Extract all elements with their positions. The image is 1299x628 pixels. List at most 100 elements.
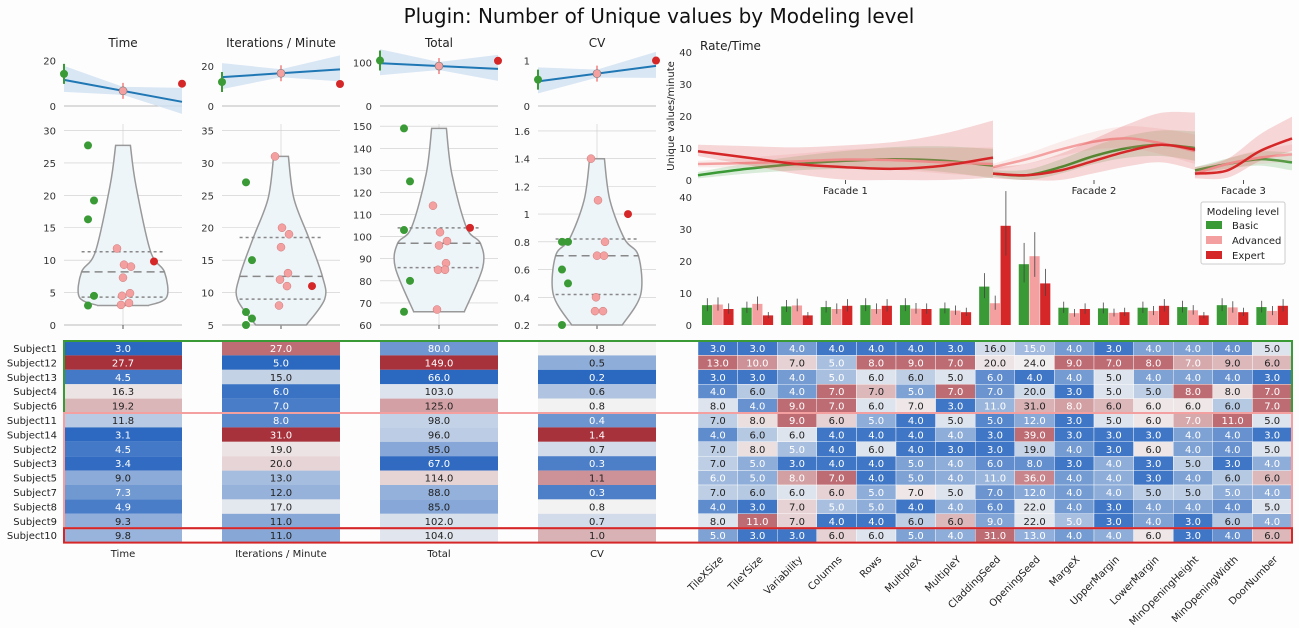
bar-basic	[899, 305, 911, 325]
param-cell-value: 5.0	[1145, 488, 1161, 499]
param-cell-value: 19.0	[1023, 445, 1045, 456]
tick-label: 30	[43, 126, 56, 137]
param-cell-value: 7.0	[710, 416, 726, 427]
heat-cell	[222, 355, 340, 370]
point-basic	[564, 279, 572, 288]
legend-label: Basic	[1232, 221, 1258, 232]
heat-cell	[380, 441, 498, 457]
heat-cell	[380, 413, 498, 428]
param-cell-value: 3.0	[947, 344, 963, 355]
tick-label: 70	[359, 299, 372, 310]
heat-cell	[64, 470, 182, 485]
point-advanced	[442, 236, 452, 246]
line-basic	[697, 157, 994, 177]
subject-label: Subject9	[13, 517, 57, 528]
tick-label: 150	[353, 122, 372, 133]
param-cell-value: 5.0	[1264, 445, 1280, 456]
param-cell-value: 4.0	[710, 502, 726, 513]
tick-label: 110	[353, 211, 372, 222]
heat-cell-value: 0.8	[589, 502, 605, 513]
tick-label: 35	[201, 126, 214, 137]
param-cell-value: 6.0	[789, 488, 805, 499]
bar-basic	[1177, 307, 1188, 325]
heat-cell	[380, 485, 498, 500]
column-label: Total	[426, 549, 450, 560]
heat-cell-value: 104.0	[425, 531, 454, 542]
bar-tick-label: 40	[679, 193, 692, 204]
heat-cell-value: 85.0	[428, 502, 450, 513]
subject-label: Subject1	[13, 344, 57, 355]
mean-point-expert	[336, 80, 344, 88]
heat-cell-value: 0.7	[589, 517, 605, 528]
param-cell-value: 7.0	[789, 502, 805, 513]
point-expert	[150, 257, 158, 266]
param-cell-value: 7.0	[1264, 387, 1280, 398]
param-cell-value: 3.0	[987, 430, 1003, 441]
point-advanced	[270, 152, 280, 161]
heat-cell	[538, 513, 656, 529]
heat-cell	[222, 441, 340, 457]
bar-expert	[723, 309, 734, 325]
param-cell-value: 5.0	[987, 416, 1003, 427]
mean-point-basic	[534, 75, 542, 84]
heat-cell-value: 0.8	[589, 402, 605, 413]
param-cell-value: 4.0	[947, 430, 963, 441]
heat-cell-value: 1.0	[589, 531, 605, 542]
tick-label: 0.8	[514, 238, 530, 249]
tick-label: 25	[43, 159, 56, 170]
legend-label: Expert	[1232, 251, 1265, 262]
tick-label: 100	[353, 233, 372, 244]
line-expert	[1194, 137, 1293, 175]
heat-cell-value: 0.5	[589, 358, 605, 369]
param-cell-value: 6.0	[987, 502, 1003, 513]
param-cell-value: 4.0	[908, 502, 924, 513]
param-cell-value: 5.0	[868, 416, 884, 427]
param-cell-value: 4.0	[1145, 344, 1161, 355]
param-cell-value: 4.0	[1066, 344, 1082, 355]
param-cell-value: 7.0	[908, 402, 924, 413]
bar-expert	[960, 312, 972, 325]
bar-expert	[921, 309, 932, 325]
param-cell-value: 6.0	[749, 430, 765, 441]
param-cell-value: 7.0	[1185, 358, 1201, 369]
bar-expert	[881, 305, 892, 325]
param-cell-value: 20.0	[1023, 387, 1045, 398]
param-cell-value: 4.0	[1185, 445, 1201, 456]
param-cell-value: 4.0	[947, 502, 963, 513]
param-cell-value: 4.0	[1145, 373, 1161, 384]
param-cell-value: 7.0	[947, 358, 963, 369]
param-cell-value: 4.0	[829, 430, 845, 441]
param-cell-value: 6.0	[710, 474, 726, 485]
param-cell-value: 3.0	[749, 344, 765, 355]
param-cell-value: 10.0	[746, 358, 768, 369]
heat-cell	[64, 413, 182, 428]
heat-cell	[64, 513, 182, 529]
param-cell-value: 3.0	[1264, 430, 1280, 441]
heat-cell-value: 13.0	[270, 474, 292, 485]
heat-cell	[380, 341, 498, 356]
point-basic	[242, 178, 250, 187]
param-cell-value: 7.0	[1106, 358, 1122, 369]
heat-cell	[380, 369, 498, 385]
param-cell-value: 4.0	[947, 459, 963, 470]
heat-cell	[380, 499, 498, 514]
mean-point-advanced	[434, 61, 444, 71]
bar-advanced	[871, 309, 882, 325]
param-cell-value: 5.0	[829, 358, 845, 369]
param-cell-value: 9.0	[789, 416, 805, 427]
param-cell-value: 3.0	[749, 373, 765, 384]
param-cell-value: 3.0	[1185, 517, 1201, 528]
panel-iterations: Iterations / Minute 0 20 5 10 15 20 25 30 35	[201, 36, 344, 332]
heat-cell-value: 16.3	[112, 387, 134, 398]
mean-point-advanced	[276, 68, 286, 78]
param-cell-value: 6.0	[908, 517, 924, 528]
column-label: Iterations / Minute	[235, 549, 327, 560]
heat-cell-value: 11.8	[112, 416, 134, 427]
param-cell-value: 4.0	[1225, 373, 1241, 384]
bar-expert	[1198, 315, 1209, 325]
violin-shape	[393, 127, 485, 313]
subject-label: Subject5	[13, 474, 57, 485]
param-cell-value: 3.0	[1106, 430, 1122, 441]
param-cell-value: 4.0	[868, 474, 884, 485]
